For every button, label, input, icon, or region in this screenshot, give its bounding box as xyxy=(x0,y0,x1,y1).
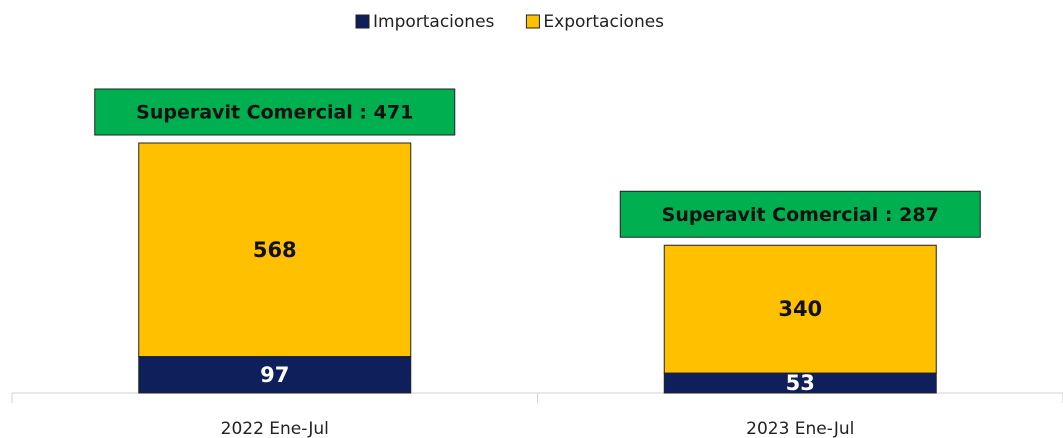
legend-label: Exportaciones xyxy=(543,12,664,32)
x-tick-label: 2022 Ene-Jul xyxy=(221,419,329,438)
bar-segment xyxy=(138,356,412,394)
legend-label: Importaciones xyxy=(373,12,495,32)
data-label: 568 xyxy=(253,238,297,262)
legend-swatch xyxy=(355,14,370,29)
annotation: Superavit Comercial : 471 xyxy=(136,102,413,124)
data-label: 97 xyxy=(260,363,289,387)
data-label: 53 xyxy=(786,371,815,395)
x-tick-label: 2023 Ene-Jul xyxy=(746,419,854,438)
bar-segment xyxy=(663,244,937,374)
annotation: Superavit Comercial : 287 xyxy=(662,204,939,226)
annotation-box xyxy=(94,88,456,136)
bar-segment xyxy=(138,142,412,358)
legend-swatch xyxy=(525,14,540,29)
annotation-box xyxy=(619,190,981,238)
data-label: 340 xyxy=(778,297,822,321)
